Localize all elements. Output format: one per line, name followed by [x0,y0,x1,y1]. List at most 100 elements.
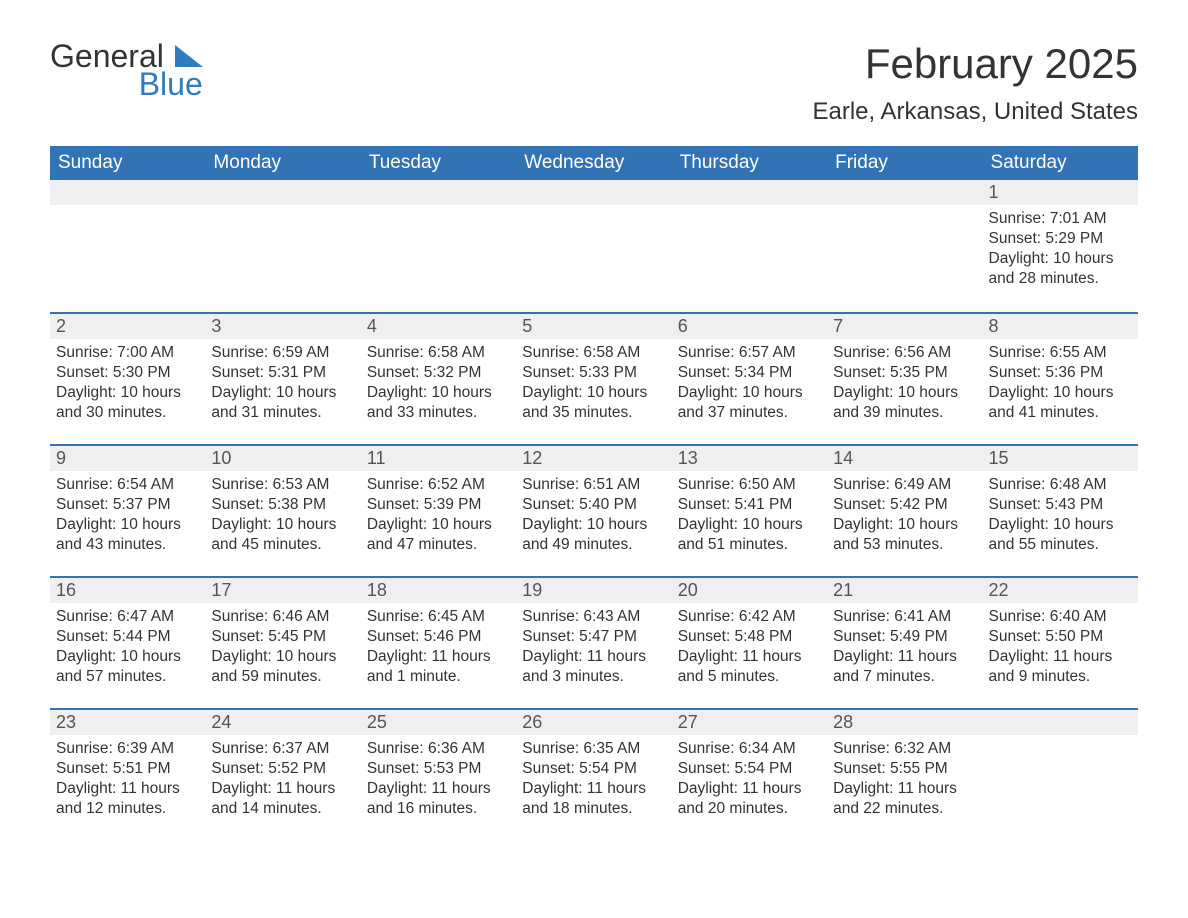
day-number: 17 [205,578,360,603]
weeks-container: 1Sunrise: 7:01 AMSunset: 5:29 PMDaylight… [50,180,1138,840]
day-content: Sunrise: 6:56 AMSunset: 5:35 PMDaylight:… [827,339,982,428]
day-content [827,205,982,213]
sunset-text: Sunset: 5:54 PM [678,759,821,779]
daylight-text: Daylight: 11 hours and 3 minutes. [522,647,665,687]
logo-text: General Blue [50,40,203,100]
day-content: Sunrise: 6:53 AMSunset: 5:38 PMDaylight:… [205,471,360,560]
sunset-text: Sunset: 5:54 PM [522,759,665,779]
sunrise-text: Sunrise: 6:43 AM [522,607,665,627]
day-number: 11 [361,446,516,471]
day-number: 13 [672,446,827,471]
day-number: 3 [205,314,360,339]
page-header: General Blue February 2025 Earle, Arkans… [50,40,1138,126]
week-row: 1Sunrise: 7:01 AMSunset: 5:29 PMDaylight… [50,180,1138,312]
day-number [50,180,205,205]
day-cell: 2Sunrise: 7:00 AMSunset: 5:30 PMDaylight… [50,314,205,444]
sunrise-text: Sunrise: 6:34 AM [678,739,821,759]
day-content: Sunrise: 6:46 AMSunset: 5:45 PMDaylight:… [205,603,360,692]
day-number: 6 [672,314,827,339]
day-number: 14 [827,446,982,471]
day-cell: 1Sunrise: 7:01 AMSunset: 5:29 PMDaylight… [983,180,1138,312]
day-content: Sunrise: 6:52 AMSunset: 5:39 PMDaylight:… [361,471,516,560]
day-cell: 6Sunrise: 6:57 AMSunset: 5:34 PMDaylight… [672,314,827,444]
day-cell: 23Sunrise: 6:39 AMSunset: 5:51 PMDayligh… [50,710,205,840]
daylight-text: Daylight: 11 hours and 5 minutes. [678,647,821,687]
daylight-text: Daylight: 10 hours and 33 minutes. [367,383,510,423]
day-content: Sunrise: 6:43 AMSunset: 5:47 PMDaylight:… [516,603,671,692]
day-number: 2 [50,314,205,339]
weekday-header: Saturday [983,146,1138,180]
day-content: Sunrise: 6:51 AMSunset: 5:40 PMDaylight:… [516,471,671,560]
sunset-text: Sunset: 5:43 PM [989,495,1132,515]
sunrise-text: Sunrise: 6:36 AM [367,739,510,759]
day-cell: 25Sunrise: 6:36 AMSunset: 5:53 PMDayligh… [361,710,516,840]
day-content: Sunrise: 6:32 AMSunset: 5:55 PMDaylight:… [827,735,982,824]
day-cell [672,180,827,312]
day-number: 26 [516,710,671,735]
day-content [983,735,1138,743]
weekday-header: Sunday [50,146,205,180]
day-content [672,205,827,213]
day-cell: 7Sunrise: 6:56 AMSunset: 5:35 PMDaylight… [827,314,982,444]
daylight-text: Daylight: 11 hours and 18 minutes. [522,779,665,819]
daylight-text: Daylight: 10 hours and 28 minutes. [989,249,1132,289]
weekday-header: Tuesday [361,146,516,180]
day-cell: 18Sunrise: 6:45 AMSunset: 5:46 PMDayligh… [361,578,516,708]
sunrise-text: Sunrise: 6:41 AM [833,607,976,627]
day-content: Sunrise: 6:48 AMSunset: 5:43 PMDaylight:… [983,471,1138,560]
day-number [361,180,516,205]
sunset-text: Sunset: 5:51 PM [56,759,199,779]
day-cell: 22Sunrise: 6:40 AMSunset: 5:50 PMDayligh… [983,578,1138,708]
day-number: 4 [361,314,516,339]
day-cell: 5Sunrise: 6:58 AMSunset: 5:33 PMDaylight… [516,314,671,444]
day-content: Sunrise: 6:45 AMSunset: 5:46 PMDaylight:… [361,603,516,692]
day-content: Sunrise: 6:42 AMSunset: 5:48 PMDaylight:… [672,603,827,692]
sunset-text: Sunset: 5:55 PM [833,759,976,779]
daylight-text: Daylight: 10 hours and 35 minutes. [522,383,665,423]
day-cell: 16Sunrise: 6:47 AMSunset: 5:44 PMDayligh… [50,578,205,708]
sunset-text: Sunset: 5:35 PM [833,363,976,383]
daylight-text: Daylight: 11 hours and 1 minute. [367,647,510,687]
sunset-text: Sunset: 5:49 PM [833,627,976,647]
day-content [516,205,671,213]
month-title: February 2025 [813,40,1139,88]
sunrise-text: Sunrise: 6:48 AM [989,475,1132,495]
day-cell: 20Sunrise: 6:42 AMSunset: 5:48 PMDayligh… [672,578,827,708]
day-number: 22 [983,578,1138,603]
day-cell: 13Sunrise: 6:50 AMSunset: 5:41 PMDayligh… [672,446,827,576]
week-row: 23Sunrise: 6:39 AMSunset: 5:51 PMDayligh… [50,708,1138,840]
day-cell: 28Sunrise: 6:32 AMSunset: 5:55 PMDayligh… [827,710,982,840]
day-cell: 4Sunrise: 6:58 AMSunset: 5:32 PMDaylight… [361,314,516,444]
calendar: Sunday Monday Tuesday Wednesday Thursday… [50,146,1138,840]
sunrise-text: Sunrise: 6:45 AM [367,607,510,627]
sunset-text: Sunset: 5:31 PM [211,363,354,383]
sunrise-text: Sunrise: 6:35 AM [522,739,665,759]
day-number: 15 [983,446,1138,471]
day-cell: 15Sunrise: 6:48 AMSunset: 5:43 PMDayligh… [983,446,1138,576]
day-number: 9 [50,446,205,471]
sunrise-text: Sunrise: 6:47 AM [56,607,199,627]
day-cell [983,710,1138,840]
day-content: Sunrise: 6:41 AMSunset: 5:49 PMDaylight:… [827,603,982,692]
day-number: 8 [983,314,1138,339]
day-content: Sunrise: 6:35 AMSunset: 5:54 PMDaylight:… [516,735,671,824]
sunset-text: Sunset: 5:47 PM [522,627,665,647]
day-content: Sunrise: 7:00 AMSunset: 5:30 PMDaylight:… [50,339,205,428]
day-number: 20 [672,578,827,603]
day-number: 10 [205,446,360,471]
day-content: Sunrise: 6:49 AMSunset: 5:42 PMDaylight:… [827,471,982,560]
sunrise-text: Sunrise: 6:51 AM [522,475,665,495]
day-content: Sunrise: 6:47 AMSunset: 5:44 PMDaylight:… [50,603,205,692]
sunrise-text: Sunrise: 6:40 AM [989,607,1132,627]
day-content: Sunrise: 6:50 AMSunset: 5:41 PMDaylight:… [672,471,827,560]
weekday-header: Wednesday [516,146,671,180]
sunrise-text: Sunrise: 7:00 AM [56,343,199,363]
daylight-text: Daylight: 10 hours and 37 minutes. [678,383,821,423]
sunset-text: Sunset: 5:34 PM [678,363,821,383]
sunrise-text: Sunrise: 6:39 AM [56,739,199,759]
day-content: Sunrise: 6:55 AMSunset: 5:36 PMDaylight:… [983,339,1138,428]
daylight-text: Daylight: 10 hours and 43 minutes. [56,515,199,555]
day-content: Sunrise: 6:58 AMSunset: 5:33 PMDaylight:… [516,339,671,428]
daylight-text: Daylight: 11 hours and 9 minutes. [989,647,1132,687]
day-number: 27 [672,710,827,735]
